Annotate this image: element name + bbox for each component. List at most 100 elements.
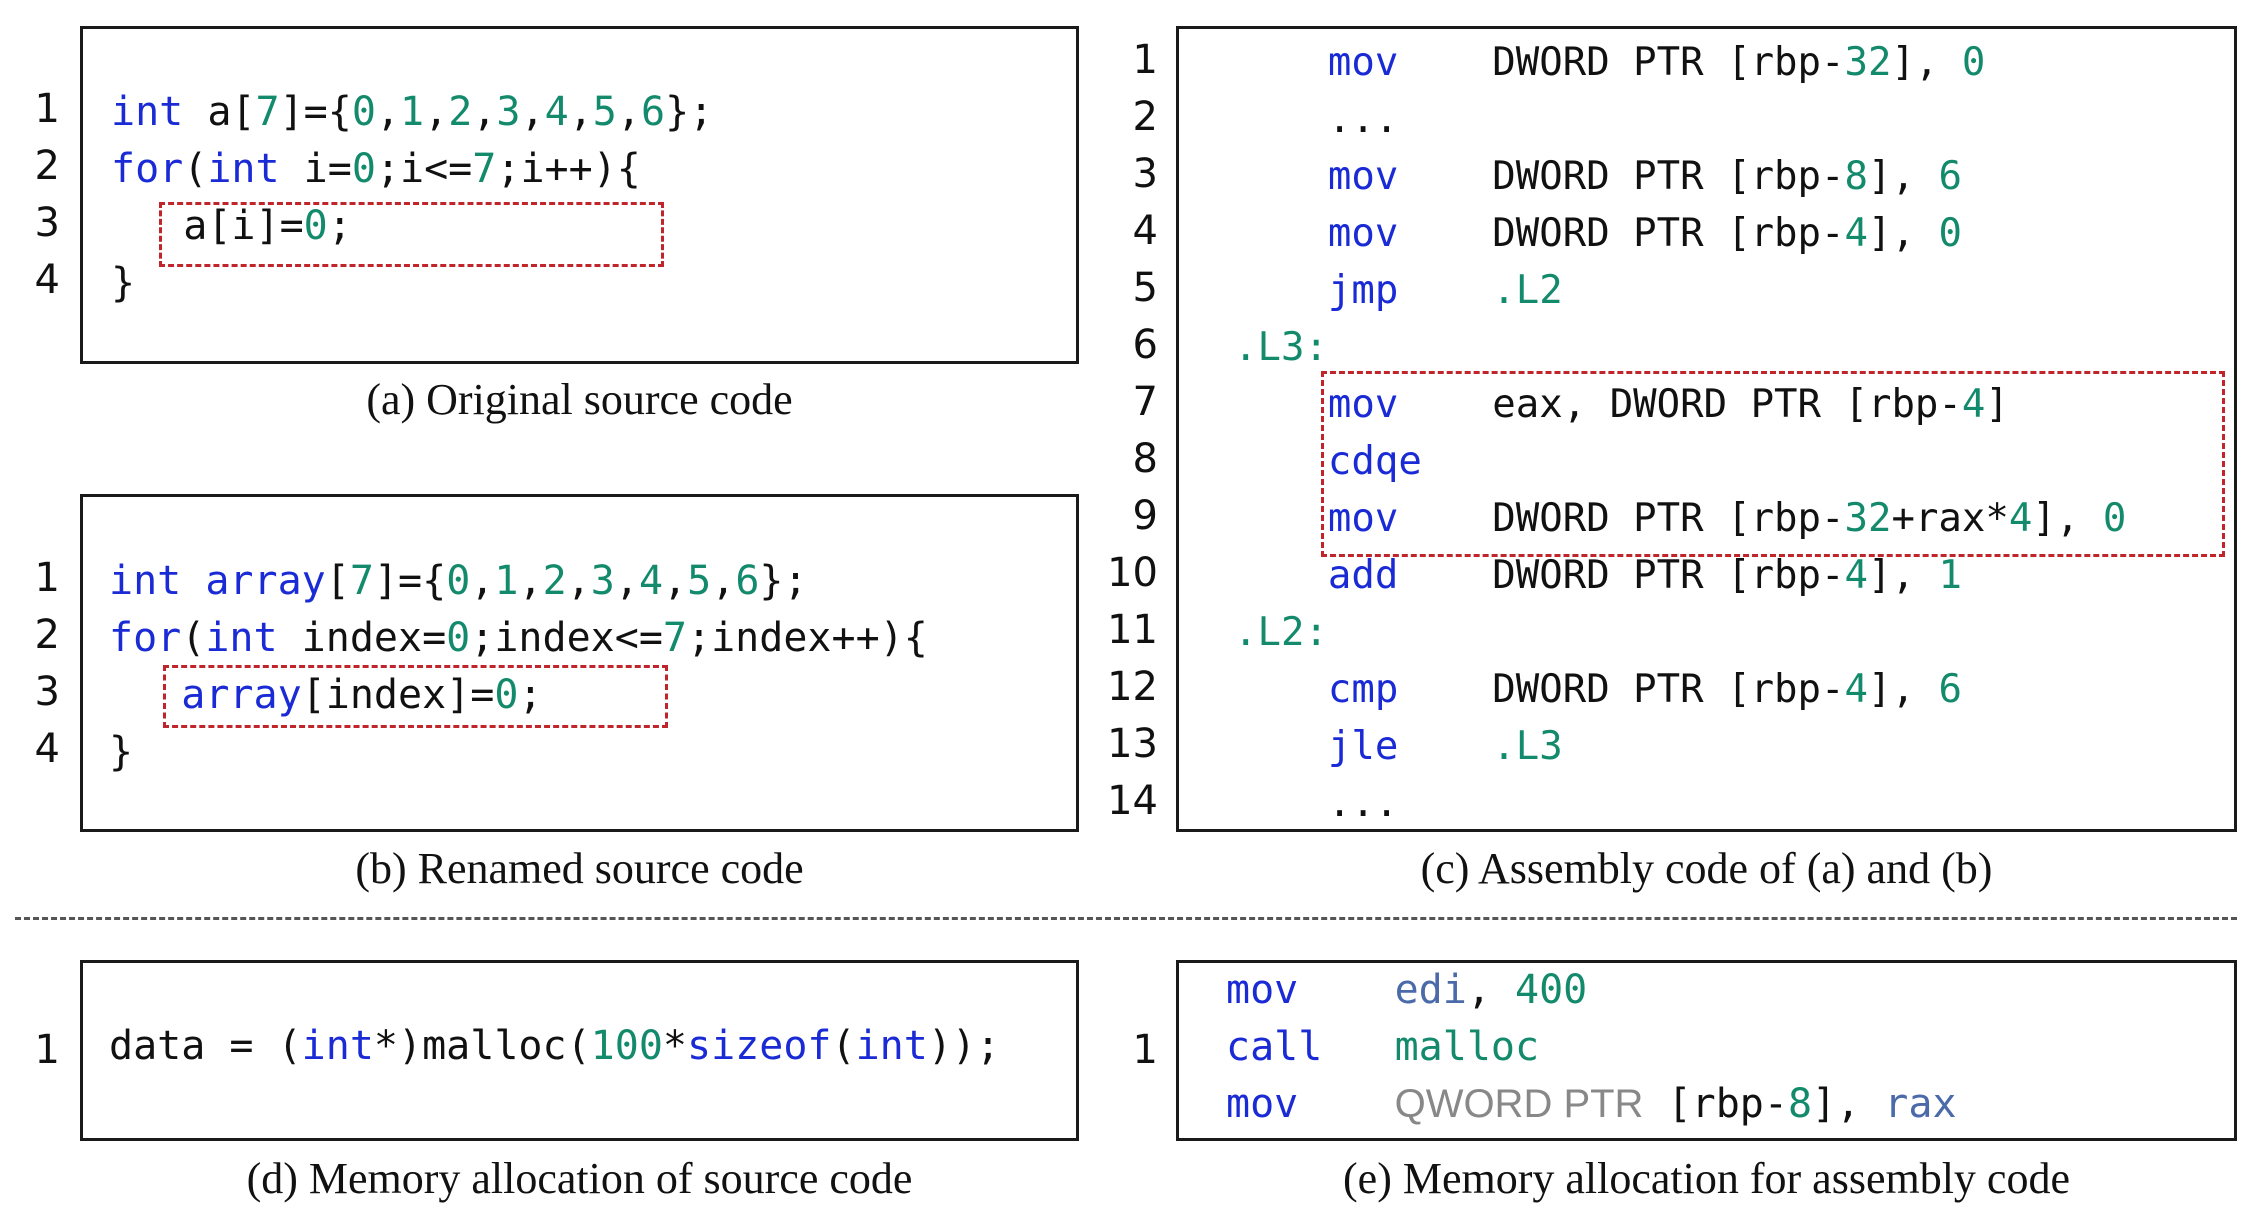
code-token: mov <box>1327 496 1399 541</box>
panel-a-line-number-2: 2 <box>34 143 60 189</box>
code-token: [rbp- <box>1643 1081 1788 1127</box>
panel-c-line-number-11: 11 <box>1107 607 1158 653</box>
code-token: 0 <box>351 89 376 135</box>
code-token: 4 <box>2008 496 2033 541</box>
code-token: DWORD PTR [rbp- <box>1398 667 1845 712</box>
code-token: array <box>181 672 302 718</box>
code-token: DWORD PTR [rbp- <box>1398 154 1845 199</box>
code-token <box>1234 154 1328 199</box>
code-token: 6 <box>640 89 666 135</box>
code-token: data = ( <box>109 1023 302 1069</box>
section-separator <box>15 917 2237 920</box>
code-token: 4 <box>1844 211 1868 256</box>
code-token <box>1234 40 1328 85</box>
code-token: , <box>616 89 641 135</box>
code-token: sizeof <box>687 1023 832 1069</box>
code-token: ;index++){ <box>687 615 928 661</box>
code-token: 100 <box>590 1023 663 1069</box>
code-token <box>1322 1024 1394 1070</box>
code-token: ;index<= <box>470 615 663 661</box>
code-line: a[i]=0; <box>111 203 352 249</box>
code-token: int <box>207 146 280 192</box>
code-token: 400 <box>1515 967 1588 1013</box>
panel-c-line-number-13: 13 <box>1107 721 1158 767</box>
code-token: 7 <box>255 89 280 135</box>
code-line: jle .L3 <box>1234 724 1563 769</box>
code-token: , <box>566 558 591 604</box>
panel-c-code-box: mov DWORD PTR [rbp-32], 0 ... mov DWORD … <box>1176 26 2237 832</box>
code-token: int <box>111 89 184 135</box>
code-token: 1 <box>400 89 425 135</box>
code-token: , <box>375 89 401 135</box>
code-token <box>1298 1081 1394 1127</box>
code-token <box>1234 268 1328 313</box>
panel-c-line-number-6: 6 <box>1132 322 1158 368</box>
code-token: , <box>614 558 639 604</box>
code-token: ( <box>181 615 206 661</box>
panel-c-line-number-12: 12 <box>1107 664 1158 710</box>
code-token: ], <box>1867 553 1939 598</box>
code-token <box>1234 211 1328 256</box>
code-token: ], <box>1867 667 1939 712</box>
code-line: int a[7]={0,1,2,3,4,5,6}; <box>111 89 713 135</box>
code-line: cmp DWORD PTR [rbp-4], 6 <box>1234 667 1962 712</box>
code-token: rax <box>1884 1081 1957 1127</box>
panel-c-line-number-1: 1 <box>1132 37 1158 83</box>
code-token: mov <box>1327 382 1399 427</box>
code-token: , <box>518 558 543 604</box>
code-token: 6 <box>735 558 760 604</box>
code-token <box>1234 439 1328 484</box>
code-line: ... <box>1234 781 1398 826</box>
code-token: 7 <box>349 558 374 604</box>
code-token <box>1234 382 1328 427</box>
code-token: ;i<= <box>375 146 473 192</box>
code-token: , <box>520 89 545 135</box>
panel-c-line-number-10: 10 <box>1107 550 1158 596</box>
panel-c-line-number-8: 8 <box>1132 436 1158 482</box>
code-line: mov DWORD PTR [rbp-32+rax*4], 0 <box>1234 496 2126 541</box>
code-token <box>181 558 205 604</box>
code-token: 0 <box>1961 40 1986 85</box>
code-line: mov edi, 400 <box>1226 967 1587 1013</box>
code-token: 0 <box>494 672 519 718</box>
panel-b-code-box: int array[7]={0,1,2,3,4,5,6}; for(int ind… <box>80 494 1079 832</box>
code-line: add DWORD PTR [rbp-4], 1 <box>1234 553 1962 598</box>
code-line: mov eax, DWORD PTR [rbp-4] <box>1234 382 2009 427</box>
code-token: 3 <box>590 558 615 604</box>
code-token: DWORD PTR [rbp- <box>1398 496 1845 541</box>
code-line: .L2: <box>1234 610 1328 655</box>
code-line: mov DWORD PTR [rbp-32], 0 <box>1234 40 1985 85</box>
panel-a-code-box: int a[7]={0,1,2,3,4,5,6}; for(int i=0;i<=… <box>80 26 1079 364</box>
panel-e-code-box: mov edi, 400 call malloc mov QWORD PTR [rb… <box>1176 960 2237 1141</box>
code-token: int <box>109 558 182 604</box>
panel-e-caption: (e) Memory allocation for assembly code <box>1343 1154 2070 1203</box>
code-token: ... <box>1234 97 1399 142</box>
code-token: } <box>109 729 134 775</box>
code-token: a[i]= <box>111 203 304 249</box>
code-token: 32 <box>1844 40 1892 85</box>
code-token: 0 <box>1938 211 1962 256</box>
code-token: mov <box>1226 1081 1299 1127</box>
code-line: ... <box>1234 97 1398 142</box>
code-token: 0 <box>446 558 471 604</box>
code-token: 4 <box>1844 553 1868 598</box>
code-token: DWORD PTR [rbp- <box>1398 211 1845 256</box>
panel-b-line-number-2: 2 <box>34 612 60 658</box>
code-token: ( <box>831 1023 856 1069</box>
code-token <box>1234 724 1328 769</box>
code-token: , <box>1466 967 1515 1013</box>
code-token: add <box>1327 553 1399 598</box>
code-line: mov QWORD PTR [rbp-8], rax <box>1226 1081 1957 1127</box>
code-token: , <box>663 558 688 604</box>
code-line: cdqe <box>1234 439 1422 484</box>
code-token <box>1298 967 1394 1013</box>
code-token: , <box>568 89 593 135</box>
code-token: i= <box>279 146 352 192</box>
code-token: DWORD PTR [rbp- <box>1398 40 1845 85</box>
code-token: edi <box>1394 967 1467 1013</box>
panel-a-caption: (a) Original source code <box>366 375 793 424</box>
code-line: .L3: <box>1234 325 1328 370</box>
code-token: QWORD PTR <box>1394 1082 1644 1126</box>
panel-d-caption: (d) Memory allocation of source code <box>246 1154 913 1203</box>
code-token: , <box>470 558 495 604</box>
